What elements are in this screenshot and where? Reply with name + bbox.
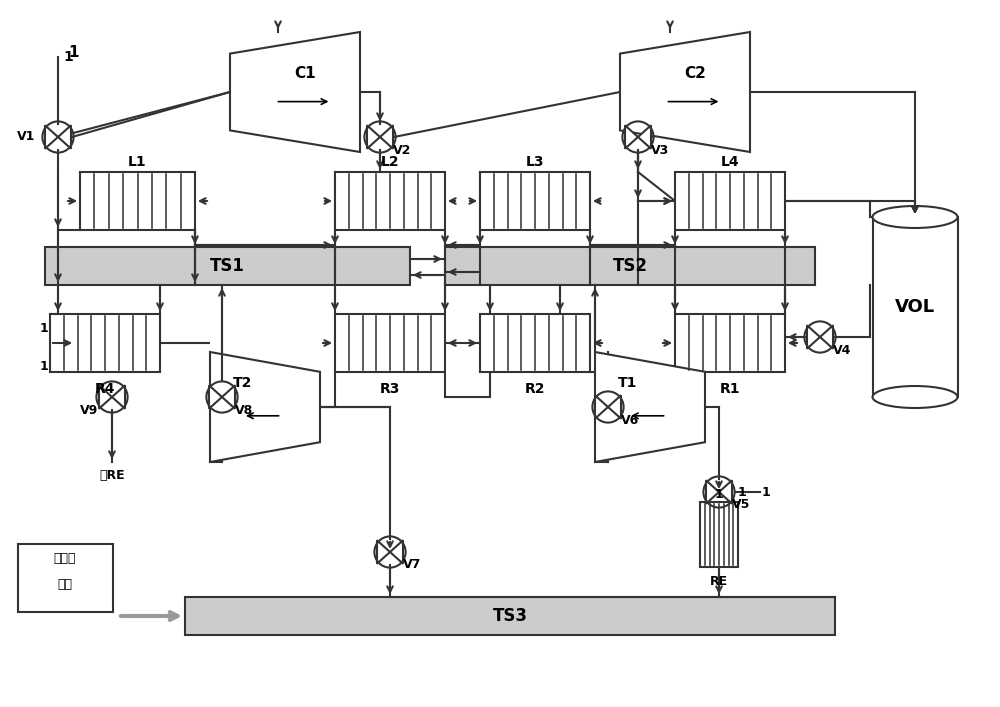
Text: TS2: TS2 bbox=[612, 257, 648, 275]
Text: L4: L4 bbox=[721, 155, 739, 169]
Ellipse shape bbox=[872, 386, 958, 408]
Text: V7: V7 bbox=[403, 559, 421, 571]
Polygon shape bbox=[595, 395, 608, 419]
Bar bbox=[872, 217, 958, 397]
Bar bbox=[335, 314, 445, 372]
Polygon shape bbox=[367, 125, 380, 148]
Polygon shape bbox=[112, 385, 125, 409]
Polygon shape bbox=[625, 125, 638, 148]
Polygon shape bbox=[620, 32, 750, 152]
Bar bbox=[80, 172, 195, 230]
Text: V2: V2 bbox=[393, 144, 411, 158]
Text: VOL: VOL bbox=[895, 298, 935, 316]
Text: 1: 1 bbox=[738, 486, 747, 498]
Bar bbox=[700, 502, 738, 567]
Text: V9: V9 bbox=[80, 404, 98, 416]
Text: L3: L3 bbox=[526, 155, 544, 169]
Polygon shape bbox=[608, 395, 621, 419]
Text: T1: T1 bbox=[618, 376, 638, 390]
Bar bbox=[675, 314, 785, 372]
Bar bbox=[335, 172, 445, 230]
Bar bbox=[185, 597, 835, 635]
Text: R1: R1 bbox=[720, 382, 740, 396]
Text: 1: 1 bbox=[68, 45, 78, 60]
Text: 1: 1 bbox=[39, 361, 48, 373]
Text: 至RE: 至RE bbox=[99, 469, 125, 482]
Text: T2: T2 bbox=[233, 376, 253, 390]
Text: C1: C1 bbox=[295, 66, 316, 81]
Text: R2: R2 bbox=[525, 382, 545, 396]
Text: R4: R4 bbox=[95, 382, 115, 396]
Polygon shape bbox=[58, 125, 71, 148]
Polygon shape bbox=[595, 352, 705, 462]
Text: TS1: TS1 bbox=[210, 257, 245, 275]
Text: 1: 1 bbox=[39, 322, 48, 336]
Polygon shape bbox=[820, 325, 833, 349]
Polygon shape bbox=[222, 385, 235, 409]
Text: V4: V4 bbox=[833, 344, 851, 356]
Polygon shape bbox=[45, 125, 58, 148]
Text: L2: L2 bbox=[381, 155, 399, 169]
Text: V3: V3 bbox=[651, 144, 669, 158]
Text: C2: C2 bbox=[684, 66, 706, 81]
Polygon shape bbox=[638, 125, 651, 148]
Bar bbox=[675, 172, 785, 230]
Text: TS3: TS3 bbox=[492, 607, 528, 625]
Bar bbox=[480, 314, 590, 372]
Polygon shape bbox=[807, 325, 820, 349]
Bar bbox=[445, 247, 815, 285]
Polygon shape bbox=[210, 352, 320, 462]
Bar bbox=[480, 172, 590, 230]
Polygon shape bbox=[209, 385, 222, 409]
Bar bbox=[50, 314, 160, 372]
Bar bbox=[45, 247, 410, 285]
Text: V5: V5 bbox=[732, 498, 750, 511]
Text: RE: RE bbox=[710, 575, 728, 588]
Text: 1: 1 bbox=[715, 488, 723, 501]
Text: 1: 1 bbox=[63, 50, 73, 64]
Bar bbox=[18, 544, 113, 612]
Polygon shape bbox=[99, 385, 112, 409]
Polygon shape bbox=[719, 480, 732, 503]
Text: V8: V8 bbox=[235, 404, 253, 416]
Text: R3: R3 bbox=[380, 382, 400, 396]
Polygon shape bbox=[230, 32, 360, 152]
Ellipse shape bbox=[872, 206, 958, 228]
Polygon shape bbox=[380, 125, 393, 148]
Polygon shape bbox=[390, 540, 403, 563]
Polygon shape bbox=[706, 480, 719, 503]
Text: 可再生: 可再生 bbox=[54, 552, 76, 566]
Text: 能源: 能源 bbox=[58, 578, 72, 590]
Text: L1: L1 bbox=[128, 155, 147, 169]
Polygon shape bbox=[377, 540, 390, 563]
Text: V6: V6 bbox=[621, 414, 639, 426]
Text: 1: 1 bbox=[762, 486, 771, 498]
Text: V1: V1 bbox=[17, 131, 35, 144]
